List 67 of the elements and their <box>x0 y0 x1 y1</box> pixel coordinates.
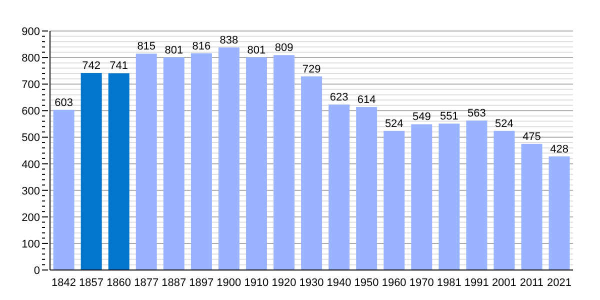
data-label: 816 <box>192 40 211 52</box>
x-tick-label: 2011 <box>520 276 544 289</box>
bar <box>163 57 184 270</box>
bar <box>494 130 515 270</box>
x-tick-label: 1981 <box>436 276 462 289</box>
bar <box>356 106 378 270</box>
data-label: 741 <box>110 60 128 72</box>
data-label: 742 <box>82 60 101 72</box>
bar <box>53 110 74 270</box>
y-tick-label: 900 <box>22 26 40 38</box>
data-label: 623 <box>330 92 348 104</box>
x-tick-label: 1950 <box>354 276 379 289</box>
data-label: 801 <box>247 44 266 56</box>
data-label: 549 <box>412 111 431 124</box>
y-tick-label: 100 <box>22 238 40 250</box>
x-tick-label: 1920 <box>272 276 296 289</box>
bar <box>218 47 240 270</box>
x-tick-label: 1930 <box>299 276 324 289</box>
bar <box>411 124 432 270</box>
x-tick-label: 1877 <box>134 276 159 289</box>
y-tick-label: 700 <box>22 79 40 92</box>
x-tick-label: 1900 <box>216 276 242 289</box>
data-label: 801 <box>164 44 184 56</box>
x-tick-label: 1910 <box>244 276 269 289</box>
x-tick-label: 1860 <box>106 276 132 289</box>
x-tick-label: 1940 <box>326 276 352 289</box>
bar <box>466 120 488 270</box>
y-tick-label: 800 <box>22 52 40 65</box>
y-tick-label: 400 <box>22 158 40 171</box>
bar <box>384 130 405 270</box>
bar <box>190 53 212 270</box>
bar <box>108 73 130 270</box>
bar <box>521 144 542 270</box>
y-tick-label: 600 <box>22 106 40 118</box>
y-tick-label: 300 <box>22 185 40 198</box>
data-label: 838 <box>220 34 238 46</box>
x-tick-label: 1970 <box>409 276 434 289</box>
y-tick-label: 500 <box>22 132 40 144</box>
x-tick-label: 1887 <box>162 276 186 289</box>
x-tick-label: 2021 <box>546 276 572 289</box>
bar <box>438 124 460 270</box>
y-tick-label: 200 <box>22 212 40 224</box>
x-tick-label: 1960 <box>382 276 406 289</box>
x-tick-label: 2001 <box>492 276 516 289</box>
data-label: 603 <box>54 96 73 109</box>
bar <box>246 57 267 270</box>
data-label: 475 <box>522 130 541 143</box>
x-tick-label: 1857 <box>79 276 104 289</box>
bar <box>548 156 570 270</box>
data-label: 815 <box>137 40 156 53</box>
data-label: 428 <box>550 143 568 156</box>
y-tick-label: 0 <box>34 265 40 277</box>
x-tick-label: 1897 <box>189 276 214 289</box>
bar <box>274 55 295 270</box>
bar <box>328 104 350 270</box>
data-label: 614 <box>357 94 376 106</box>
data-label: 524 <box>495 118 514 130</box>
bar <box>80 72 102 270</box>
data-label: 729 <box>302 63 321 76</box>
x-tick-label: 1991 <box>464 276 489 289</box>
x-tick-label: 1842 <box>52 276 76 289</box>
bar <box>136 54 157 270</box>
data-label: 563 <box>468 107 486 120</box>
data-label: 809 <box>274 42 294 54</box>
bar <box>301 76 322 270</box>
data-label: 551 <box>440 110 458 123</box>
data-label: 524 <box>384 118 404 130</box>
